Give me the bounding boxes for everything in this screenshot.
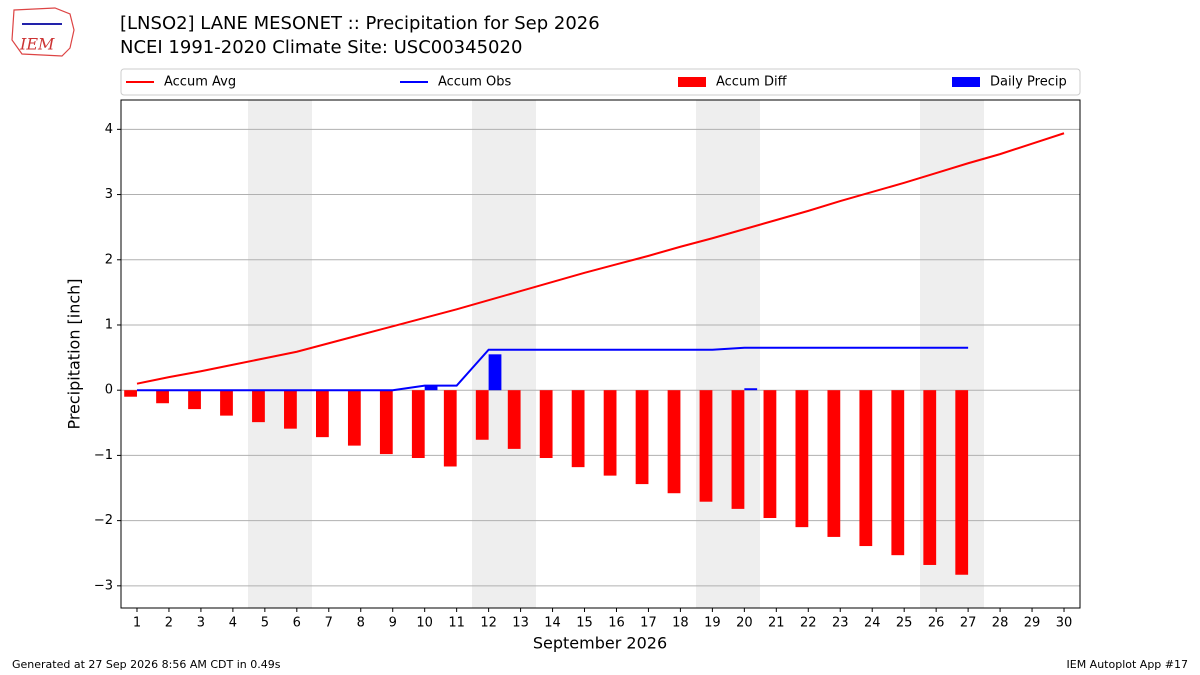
x-tick-label: 1 bbox=[133, 616, 141, 631]
y-tick-label: −1 bbox=[94, 448, 113, 463]
bar bbox=[827, 390, 841, 537]
bar bbox=[744, 388, 758, 391]
bar bbox=[731, 390, 745, 509]
x-tick-label: 9 bbox=[389, 616, 397, 631]
x-tick-label: 4 bbox=[229, 616, 237, 631]
x-tick-label: 22 bbox=[800, 616, 817, 631]
footer-right: IEM Autoplot App #17 bbox=[1067, 658, 1189, 671]
logo-outline bbox=[11, 7, 75, 57]
legend-swatch bbox=[678, 77, 706, 87]
x-tick-label: 20 bbox=[736, 616, 753, 631]
x-tick-label: 10 bbox=[416, 616, 433, 631]
bar bbox=[763, 390, 777, 519]
legend-label: Accum Diff bbox=[716, 75, 788, 90]
y-tick-label: 4 bbox=[105, 122, 113, 137]
y-tick-label: −3 bbox=[94, 578, 113, 593]
chart-subtitle: NCEI 1991-2020 Climate Site: USC00345020 bbox=[120, 37, 522, 58]
x-tick-label: 17 bbox=[640, 616, 657, 631]
x-tick-label: 25 bbox=[896, 616, 913, 631]
bar bbox=[507, 390, 521, 449]
legend-label: Daily Precip bbox=[990, 75, 1067, 90]
bar bbox=[411, 390, 425, 459]
bar bbox=[923, 390, 937, 565]
x-tick-label: 16 bbox=[608, 616, 625, 631]
x-tick-label: 2 bbox=[165, 616, 173, 631]
y-tick-label: 0 bbox=[105, 383, 113, 398]
bar bbox=[124, 390, 137, 397]
bar bbox=[795, 390, 809, 528]
weekend-band bbox=[248, 100, 312, 608]
bar bbox=[315, 390, 329, 438]
bar bbox=[539, 390, 553, 459]
weekend-band bbox=[472, 100, 536, 608]
line bbox=[136, 346, 969, 392]
x-tick-label: 12 bbox=[480, 616, 497, 631]
y-tick-label: 1 bbox=[105, 317, 113, 332]
x-tick-label: 23 bbox=[832, 616, 849, 631]
x-tick-label: 3 bbox=[197, 616, 205, 631]
legend-label: Accum Avg bbox=[164, 75, 236, 90]
bar bbox=[252, 390, 265, 423]
x-tick-label: 18 bbox=[672, 616, 689, 631]
x-tick-label: 19 bbox=[704, 616, 721, 631]
y-tick-label: 3 bbox=[105, 187, 113, 202]
x-tick-label: 14 bbox=[544, 616, 561, 631]
x-tick-label: 6 bbox=[293, 616, 301, 631]
bar bbox=[188, 390, 201, 410]
bar bbox=[488, 354, 502, 391]
chart-title: [LNSO2] LANE MESONET :: Precipitation fo… bbox=[120, 13, 600, 34]
logo: IEM bbox=[11, 7, 75, 57]
legend-label: Accum Obs bbox=[438, 75, 511, 90]
bar bbox=[891, 390, 905, 556]
bar bbox=[635, 390, 649, 485]
x-tick-label: 29 bbox=[1024, 616, 1041, 631]
bar bbox=[156, 390, 169, 404]
plot-frame bbox=[120, 99, 1081, 609]
x-tick-label: 30 bbox=[1056, 616, 1073, 631]
x-tick-label: 11 bbox=[448, 616, 465, 631]
x-tick-label: 8 bbox=[357, 616, 365, 631]
y-axis-label: Precipitation [inch] bbox=[65, 278, 84, 429]
legend-swatch bbox=[952, 77, 980, 87]
legend-box bbox=[120, 68, 1081, 96]
x-tick-label: 24 bbox=[864, 616, 881, 631]
x-tick-label: 21 bbox=[768, 616, 785, 631]
weekend-band bbox=[696, 100, 760, 608]
y-tick-label: 2 bbox=[105, 252, 113, 267]
x-tick-label: 28 bbox=[992, 616, 1009, 631]
bar bbox=[603, 390, 617, 476]
y-tick-label: −2 bbox=[94, 513, 113, 528]
x-tick-label: 27 bbox=[960, 616, 977, 631]
bar bbox=[220, 390, 233, 416]
bar bbox=[667, 390, 681, 494]
bar bbox=[475, 390, 489, 440]
bar bbox=[379, 390, 393, 455]
footer-left: Generated at 27 Sep 2026 8:56 AM CDT in … bbox=[12, 658, 281, 671]
bar bbox=[284, 390, 297, 429]
bar bbox=[955, 390, 969, 575]
x-axis-label: September 2026 bbox=[533, 634, 667, 653]
x-tick-label: 5 bbox=[261, 616, 269, 631]
bar bbox=[571, 390, 585, 468]
x-tick-label: 15 bbox=[576, 616, 593, 631]
bar bbox=[347, 390, 361, 446]
bar bbox=[424, 385, 438, 391]
bar bbox=[443, 390, 457, 467]
line bbox=[136, 132, 1065, 385]
x-tick-label: 13 bbox=[512, 616, 529, 631]
x-tick-label: 26 bbox=[928, 616, 945, 631]
x-tick-label: 7 bbox=[325, 616, 333, 631]
logo-text: IEM bbox=[19, 35, 55, 54]
bar bbox=[699, 390, 713, 502]
bar bbox=[859, 390, 873, 547]
